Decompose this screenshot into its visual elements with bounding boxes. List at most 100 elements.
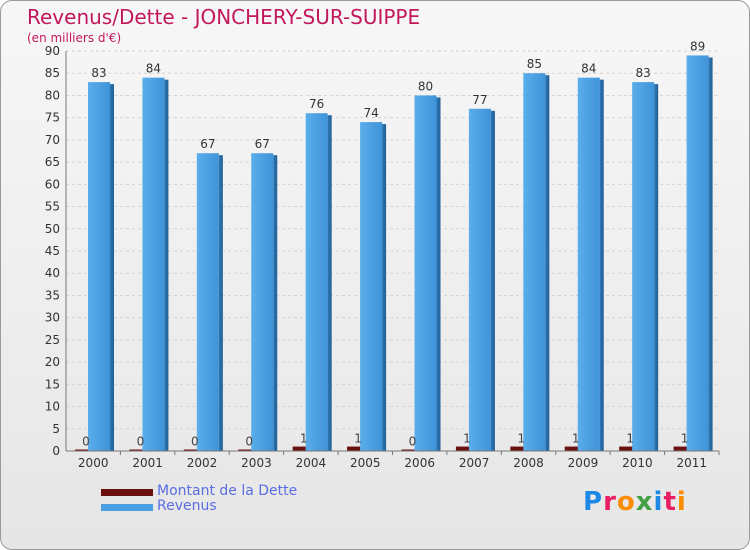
dette-bar bbox=[619, 446, 642, 451]
revenus-bar-shadow bbox=[708, 57, 713, 451]
revenus-bar bbox=[88, 82, 110, 451]
revenus-bar-shadow bbox=[164, 79, 169, 452]
x-tick-label: 2004 bbox=[296, 456, 327, 470]
y-tick-label: 15 bbox=[45, 377, 60, 391]
revenus-value-label: 74 bbox=[363, 106, 378, 120]
revenus-value-label: 89 bbox=[690, 39, 705, 53]
revenus-bar-shadow bbox=[490, 110, 495, 452]
revenus-bar-shadow bbox=[545, 75, 550, 451]
revenus-bar bbox=[632, 82, 655, 451]
dette-bar bbox=[564, 446, 587, 451]
x-tick-label: 2011 bbox=[677, 456, 708, 470]
y-tick-label: 30 bbox=[45, 311, 60, 325]
revenus-bar-shadow bbox=[436, 97, 441, 451]
x-tick-label: 2001 bbox=[132, 456, 163, 470]
dette-bar bbox=[401, 449, 424, 451]
revenus-value-label: 84 bbox=[146, 62, 161, 76]
legend-swatch-dette bbox=[101, 489, 153, 496]
dette-value-label: 1 bbox=[300, 432, 308, 446]
dette-value-label: 0 bbox=[409, 435, 417, 449]
revenus-bar bbox=[360, 122, 383, 451]
x-tick-label: 2006 bbox=[404, 456, 435, 470]
y-tick-label: 65 bbox=[45, 155, 60, 169]
revenus-value-label: 85 bbox=[527, 57, 542, 71]
revenus-bar-shadow bbox=[218, 155, 223, 451]
x-tick-label: 2007 bbox=[459, 456, 490, 470]
dette-value-label: 1 bbox=[463, 432, 471, 446]
x-tick-label: 2003 bbox=[241, 456, 272, 470]
axes: 0510152025303540455055606570758085902000… bbox=[45, 44, 720, 470]
y-tick-label: 45 bbox=[45, 244, 60, 258]
x-tick-label: 2008 bbox=[513, 456, 544, 470]
y-tick-label: 40 bbox=[45, 266, 60, 280]
y-tick-label: 50 bbox=[45, 222, 60, 236]
data-labels: 0 83 0 84 0 67 0 67 1 76 1 74 0 80 1 77 1 85 1 84 1 83 1 89 bbox=[82, 39, 705, 448]
dette-value-label: 0 bbox=[191, 435, 199, 449]
y-tick-label: 85 bbox=[45, 66, 60, 80]
revenus-bar-shadow bbox=[273, 155, 278, 451]
revenus-value-label: 77 bbox=[472, 93, 487, 107]
y-tick-label: 0 bbox=[52, 444, 60, 458]
dette-bar bbox=[129, 449, 152, 451]
revenus-bar bbox=[414, 95, 437, 451]
legend-label-dette: Montant de la Dette bbox=[157, 483, 298, 499]
dette-value-label: 0 bbox=[137, 435, 145, 449]
dette-value-label: 1 bbox=[681, 432, 689, 446]
y-tick-label: 5 bbox=[52, 422, 60, 436]
dette-value-label: 1 bbox=[626, 432, 634, 446]
y-tick-label: 70 bbox=[45, 133, 60, 147]
revenus-value-label: 80 bbox=[418, 79, 433, 93]
dette-value-label: 1 bbox=[572, 432, 580, 446]
y-tick-label: 55 bbox=[45, 200, 60, 214]
chart-title: Revenus/Dette - JONCHERY-SUR-SUIPPE bbox=[27, 5, 421, 29]
y-tick-label: 10 bbox=[45, 400, 60, 414]
x-tick-label: 2010 bbox=[622, 456, 653, 470]
revenus-value-label: 67 bbox=[255, 137, 270, 151]
dette-bar bbox=[75, 449, 97, 451]
dette-bar bbox=[673, 446, 696, 451]
dette-value-label: 0 bbox=[82, 435, 90, 449]
dette-value-label: 0 bbox=[245, 435, 253, 449]
revenus-value-label: 83 bbox=[91, 66, 106, 80]
y-tick-label: 90 bbox=[45, 44, 60, 58]
dette-value-label: 1 bbox=[354, 432, 362, 446]
chart-unit: (en milliers d'€) bbox=[27, 31, 122, 45]
revenus-bar-shadow bbox=[110, 84, 114, 451]
revenus-bar bbox=[686, 55, 709, 451]
revenus-value-label: 84 bbox=[581, 62, 596, 76]
revenus-bar-shadow bbox=[654, 84, 659, 451]
revenus-bar bbox=[523, 73, 546, 451]
revenus-value-label: 76 bbox=[309, 97, 324, 111]
proxiti-logo: Proxiti bbox=[583, 487, 687, 517]
revenus-bar bbox=[142, 77, 165, 452]
x-tick-label: 2009 bbox=[568, 456, 599, 470]
revenus-value-label: 83 bbox=[636, 66, 651, 80]
dette-value-label: 1 bbox=[518, 432, 526, 446]
dette-bar bbox=[292, 446, 315, 451]
legend-label-revenus: Revenus bbox=[157, 498, 217, 514]
y-tick-label: 80 bbox=[45, 88, 60, 102]
x-tick-label: 2002 bbox=[187, 456, 218, 470]
dette-bar bbox=[510, 446, 533, 451]
legend-swatch-revenus bbox=[101, 504, 153, 511]
revenus-bar bbox=[196, 153, 219, 451]
revenus-bar-shadow bbox=[382, 124, 387, 451]
y-tick-label: 25 bbox=[45, 333, 60, 347]
y-tick-label: 20 bbox=[45, 355, 60, 369]
revenus-bar bbox=[305, 113, 328, 451]
dette-bar bbox=[347, 446, 370, 451]
dette-bar bbox=[238, 449, 261, 451]
revenus-value-label: 67 bbox=[200, 137, 215, 151]
revenus-bar-shadow bbox=[327, 115, 332, 451]
revenus-bar bbox=[468, 108, 491, 452]
dette-bar bbox=[455, 446, 478, 451]
x-tick-label: 2000 bbox=[78, 456, 109, 470]
revenus-bar bbox=[577, 77, 600, 452]
y-tick-label: 35 bbox=[45, 288, 60, 302]
y-tick-label: 60 bbox=[45, 177, 60, 191]
y-tick-label: 75 bbox=[45, 111, 60, 125]
revenus-bar-shadow bbox=[599, 79, 604, 452]
dette-bar bbox=[183, 449, 206, 451]
